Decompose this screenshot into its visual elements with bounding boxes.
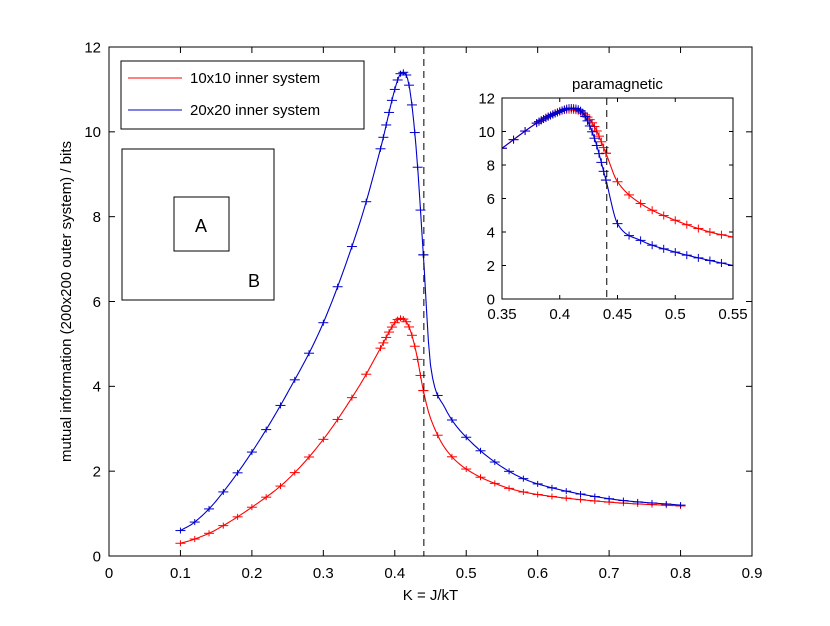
y-tick-label: 2 <box>93 463 101 480</box>
y-tick-label: 8 <box>93 209 101 226</box>
y-tick-label: 0 <box>487 291 495 308</box>
y-tick-label: 4 <box>93 379 101 396</box>
y-tick-label: 4 <box>487 224 495 241</box>
x-tick-label: 0.7 <box>599 565 620 582</box>
x-tick-label: 0.6 <box>527 565 548 582</box>
x-tick-label: 0.2 <box>241 565 262 582</box>
x-tick-label: 0.4 <box>549 306 570 323</box>
x-tick-label: 0 <box>105 565 113 582</box>
y-axis-label: mutual information (200x200 outer system… <box>58 141 75 462</box>
inner-system-box <box>173 196 230 252</box>
x-tick-label: 0.45 <box>603 306 632 323</box>
inset-plot: 0.35 0.4 0.45 0.5 0.55 0 2 4 6 8 10 12 paramagnetic <box>478 76 747 323</box>
inner-system-label: A <box>195 216 207 236</box>
y-tick-label: 10 <box>84 124 101 141</box>
y-tick-label: 10 <box>478 124 495 141</box>
series-layer-0 <box>175 69 686 547</box>
legend-box <box>120 60 365 130</box>
inset-title: paramagnetic <box>572 76 663 93</box>
y-tick-label: 8 <box>487 157 495 174</box>
y-tick-label: 6 <box>93 294 101 311</box>
legend-label-20x20: 20x20 inner system <box>190 102 320 119</box>
outer-system-label: B <box>248 271 260 291</box>
x-tick-label: 0.35 <box>487 306 516 323</box>
x-tick-label: 0.55 <box>718 306 747 323</box>
x-tick-label: 0.8 <box>670 565 691 582</box>
legend: 10x10 inner system 20x20 inner system <box>120 60 365 130</box>
series-layer-1 <box>502 104 733 270</box>
x-tick-label: 0.1 <box>170 565 191 582</box>
x-axis-label: K = J/kT <box>403 587 458 604</box>
x-tick-label: 0.5 <box>665 306 686 323</box>
x-tick-label: 0.3 <box>313 565 334 582</box>
legend-label-10x10: 10x10 inner system <box>190 70 320 87</box>
plot-area-1 <box>502 98 733 299</box>
system-diagram: A B <box>121 148 275 301</box>
x-tick-label: 0.9 <box>742 565 763 582</box>
x-tick-label: 0.4 <box>384 565 405 582</box>
y-tick-label: 12 <box>84 39 101 56</box>
y-tick-label: 6 <box>487 191 495 208</box>
x-tick-label: 0.5 <box>456 565 477 582</box>
y-tick-label: 0 <box>93 548 101 565</box>
y-tick-label: 12 <box>478 90 495 107</box>
y-tick-label: 2 <box>487 258 495 275</box>
